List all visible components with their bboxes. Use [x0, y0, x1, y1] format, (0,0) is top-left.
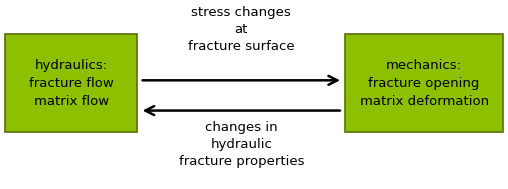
Text: hydraulics:
fracture flow
matrix flow: hydraulics: fracture flow matrix flow [29, 59, 113, 108]
FancyBboxPatch shape [345, 34, 503, 132]
FancyBboxPatch shape [5, 34, 137, 132]
Text: stress changes
at
fracture surface: stress changes at fracture surface [188, 6, 295, 53]
Text: mechanics:
fracture opening
matrix deformation: mechanics: fracture opening matrix defor… [360, 59, 489, 108]
Text: changes in
hydraulic
fracture properties: changes in hydraulic fracture properties [178, 121, 304, 168]
